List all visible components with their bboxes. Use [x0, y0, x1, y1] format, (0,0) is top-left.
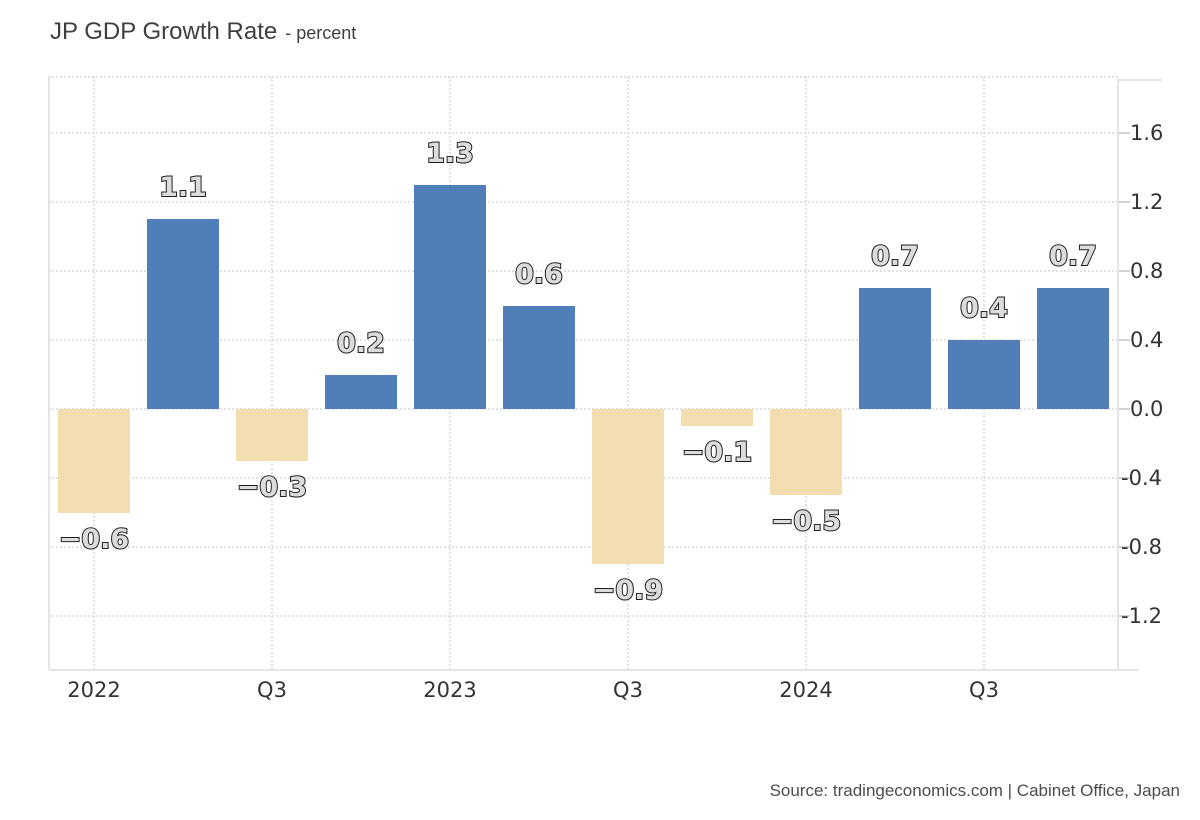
- bar-3[interactable]: [325, 374, 397, 409]
- bar-7[interactable]: [681, 409, 753, 427]
- h-gridline: [49, 615, 1118, 617]
- y-axis-label: -0.4: [1121, 466, 1162, 490]
- bar-4[interactable]: [414, 184, 486, 409]
- y-axis-label: 1.2: [1130, 190, 1164, 214]
- bar-value-label: 0.2: [336, 327, 386, 359]
- x-axis-line: [49, 669, 1138, 671]
- y-axis-tick: [1117, 546, 1130, 548]
- bar-11[interactable]: [1037, 288, 1109, 409]
- v-gridline: [271, 77, 273, 670]
- y-axis-label: -1.2: [1121, 604, 1162, 628]
- bar-value-label: 1.1: [158, 172, 208, 204]
- bar-value-label: −0.6: [58, 523, 130, 555]
- y-axis-label: -0.8: [1121, 535, 1162, 559]
- bar-6[interactable]: [592, 409, 664, 565]
- bar-value-label: 0.7: [870, 241, 920, 273]
- x-axis-label: 2024: [779, 678, 833, 702]
- v-gridline: [805, 77, 807, 670]
- bar-value-label: 1.3: [425, 137, 475, 169]
- x-axis-label: Q3: [969, 678, 999, 702]
- y-axis-tick: [1117, 201, 1130, 203]
- y-axis-tick: [1117, 132, 1130, 134]
- plot-left-border: [48, 77, 50, 670]
- y-axis-label: 0.0: [1130, 397, 1164, 421]
- bar-9[interactable]: [859, 288, 931, 409]
- plot-right-border: [1117, 80, 1119, 670]
- h-gridline: [49, 477, 1118, 479]
- y-axis-tick: [1117, 408, 1130, 410]
- y-axis-tick: [1117, 615, 1130, 617]
- bar-2[interactable]: [236, 409, 308, 461]
- bar-value-label: 0.7: [1048, 241, 1098, 273]
- y-axis-end-tick: [1117, 79, 1162, 81]
- h-gridline: [49, 546, 1118, 548]
- chart-subtitle-text: - percent: [285, 23, 357, 43]
- x-axis-label: Q3: [257, 678, 287, 702]
- y-axis-label: 0.4: [1130, 328, 1164, 352]
- bar-8[interactable]: [770, 409, 842, 496]
- y-axis-label: 1.6: [1130, 121, 1164, 145]
- plot-top-border: [49, 76, 1118, 78]
- bar-1[interactable]: [147, 219, 219, 409]
- chart-title: JP GDP Growth Rate - percent: [50, 18, 356, 46]
- bar-value-label: −0.5: [770, 506, 842, 538]
- bar-0[interactable]: [58, 409, 130, 513]
- bar-value-label: −0.1: [681, 437, 753, 469]
- y-axis-tick: [1117, 270, 1130, 272]
- bar-5[interactable]: [503, 305, 575, 409]
- x-axis-label: 2022: [67, 678, 121, 702]
- x-axis-label: 2023: [423, 678, 477, 702]
- h-gridline: [49, 270, 1118, 272]
- bar-10[interactable]: [948, 340, 1020, 409]
- y-axis-tick: [1117, 339, 1130, 341]
- y-axis-label: 0.8: [1130, 259, 1164, 283]
- h-gridline: [49, 408, 1118, 410]
- h-gridline: [49, 339, 1118, 341]
- y-axis-tick: [1117, 477, 1130, 479]
- chart-title-text: JP GDP Growth Rate: [50, 18, 278, 45]
- h-gridline: [49, 201, 1118, 203]
- h-gridline: [49, 132, 1118, 134]
- bar-value-label: −0.9: [592, 575, 664, 607]
- bar-value-label: 0.6: [514, 258, 564, 290]
- v-gridline: [93, 77, 95, 670]
- x-axis-label: Q3: [613, 678, 643, 702]
- bar-value-label: 0.4: [959, 293, 1009, 324]
- bar-value-label: −0.3: [236, 471, 308, 503]
- v-gridline: [627, 77, 629, 670]
- source-attribution: Source: tradingeconomics.com | Cabinet O…: [769, 781, 1180, 800]
